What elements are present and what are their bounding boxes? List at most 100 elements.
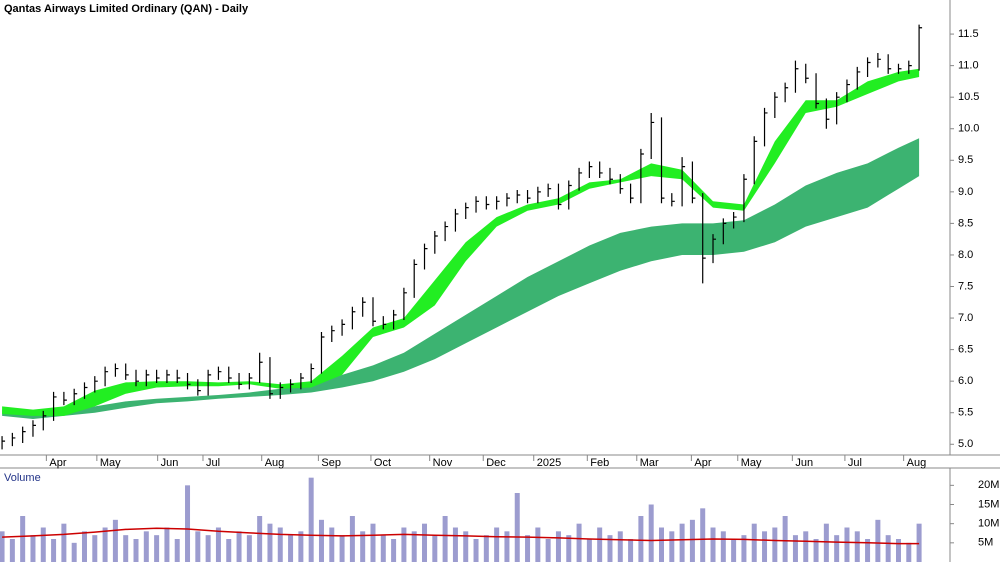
price-bar	[310, 363, 315, 384]
x-tick-label: Feb	[590, 457, 609, 469]
y-tick-label: 20M	[978, 479, 999, 491]
x-tick-label: Sep	[321, 457, 341, 469]
volume-bar	[875, 519, 881, 562]
price-bar	[660, 117, 665, 204]
volume-bar	[463, 531, 469, 562]
y-tick-label: 8.0	[958, 249, 973, 261]
volume-bar	[597, 527, 603, 562]
volume-bar	[628, 539, 634, 562]
price-bar	[599, 161, 603, 178]
price-bar	[63, 391, 67, 406]
price-bar	[114, 363, 119, 377]
volume-bar	[143, 531, 149, 562]
volume-bar	[154, 535, 160, 562]
price-bar	[166, 369, 170, 384]
price-bar	[588, 161, 593, 178]
y-tick-label: 5M	[978, 537, 993, 549]
volume-bar	[277, 527, 283, 562]
price-bar	[320, 331, 325, 374]
volume-bar	[494, 527, 500, 562]
y-tick-label: 10.0	[958, 123, 979, 135]
price-bar	[702, 193, 706, 284]
y-tick-label: 8.5	[958, 217, 973, 229]
volume-bar	[586, 539, 592, 562]
volume-bar	[865, 539, 871, 562]
volume-bar	[236, 531, 242, 562]
price-bar	[526, 189, 531, 204]
volume-bar	[432, 535, 438, 562]
volume-bar	[360, 531, 366, 562]
price-bar	[351, 306, 356, 330]
price-bar	[557, 183, 562, 210]
volume-bar	[751, 523, 757, 562]
price-bar	[918, 24, 923, 71]
x-tick-label: Jul	[206, 457, 220, 469]
price-bar	[619, 174, 624, 194]
price-bar	[382, 316, 387, 330]
volume-bar	[102, 527, 108, 562]
volume-bar	[669, 531, 675, 562]
price-bar	[722, 218, 727, 245]
y-tick-label: 10M	[978, 518, 999, 530]
price-bar	[413, 259, 418, 298]
price-bar	[485, 196, 490, 210]
volume-bar	[638, 516, 644, 562]
volume-bar	[215, 527, 221, 562]
volume-bar	[20, 516, 26, 562]
volume-bar	[483, 535, 489, 562]
price-bar	[640, 148, 644, 204]
chart-title: Qantas Airways Limited Ordinary (QAN) - …	[4, 3, 249, 15]
price-bar	[753, 136, 758, 185]
volume-bar	[566, 535, 572, 562]
y-tick-label: 7.0	[958, 312, 973, 324]
volume-bar	[576, 523, 582, 562]
price-bar	[887, 54, 892, 74]
band	[2, 68, 920, 416]
y-tick-label: 11.5	[958, 28, 979, 40]
volume-bar	[401, 527, 407, 562]
volume-bar	[380, 535, 386, 562]
price-bar	[145, 369, 150, 387]
volume-bar	[92, 535, 98, 562]
volume-bar	[246, 535, 252, 562]
price-bar	[547, 183, 552, 197]
price-bar	[228, 366, 232, 384]
price-bar	[506, 193, 510, 207]
price-bar	[825, 98, 830, 129]
price-bar	[403, 287, 407, 320]
volume-bar	[792, 535, 798, 562]
volume-bar	[112, 519, 118, 562]
price-bar	[279, 382, 284, 399]
volume-bar	[257, 516, 263, 562]
price-bar	[496, 196, 500, 210]
price-bar	[465, 202, 469, 219]
price-bar	[156, 369, 160, 384]
volume-bar	[123, 535, 129, 562]
volume-bar	[391, 539, 397, 562]
x-tick-label: Aug	[907, 457, 927, 469]
volume-bar	[226, 539, 232, 562]
price-bar	[908, 60, 912, 74]
y-tick-label: 7.5	[958, 280, 973, 292]
price-bar	[217, 366, 222, 380]
y-tick-label: 9.5	[958, 154, 973, 166]
price-bar	[300, 372, 304, 390]
volume-bar	[731, 539, 737, 562]
volume-bar	[473, 539, 479, 562]
price-bar	[836, 92, 840, 125]
price-bar	[434, 230, 438, 254]
volume-bar	[679, 523, 685, 562]
x-tick-label: May	[741, 457, 762, 469]
volume-bar	[658, 527, 664, 562]
price-bar	[537, 186, 541, 204]
price-bar	[712, 234, 717, 264]
price-bar	[83, 382, 88, 399]
price-bar	[73, 388, 78, 406]
y-tick-label: 15M	[978, 498, 999, 510]
x-tick-label: Oct	[374, 457, 391, 469]
price-bar	[856, 66, 861, 90]
price-bar	[259, 352, 263, 384]
price-bar	[372, 297, 376, 327]
price-bar	[846, 79, 850, 103]
price-bar	[671, 193, 675, 207]
